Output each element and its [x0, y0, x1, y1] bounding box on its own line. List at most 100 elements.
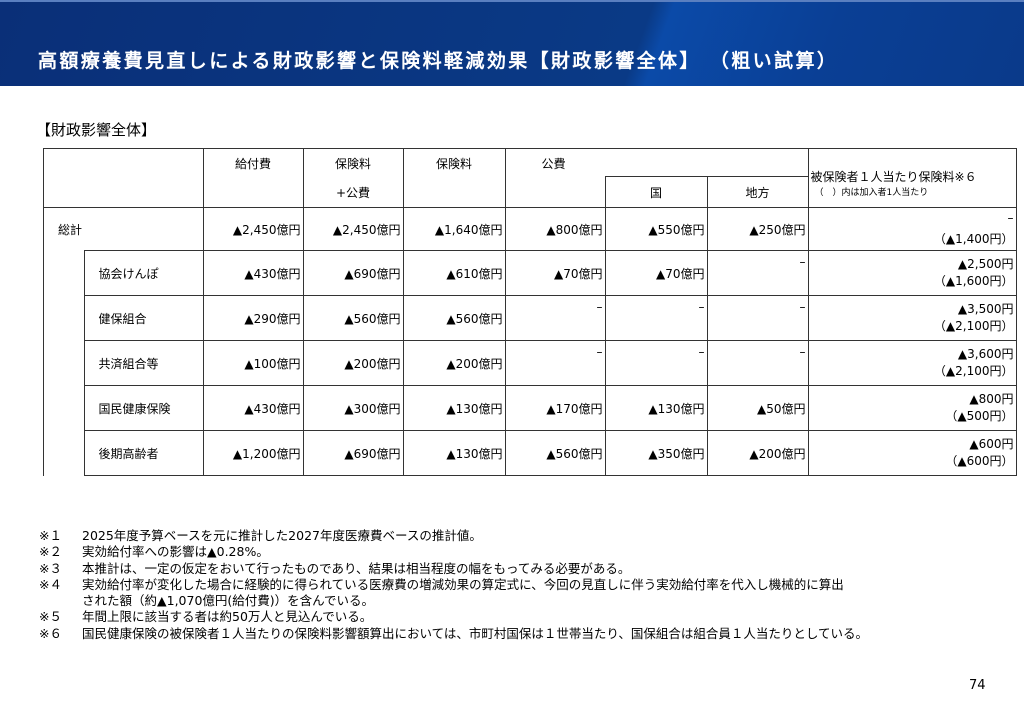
cell-kohi: ▲70億円: [504, 250, 606, 296]
cell-per-person: ▲3,500円 （▲2,100円）: [807, 295, 1017, 341]
per-insured: ▲2,500円: [957, 257, 1014, 271]
header-note: （ ）内は加入者1人当たり: [814, 188, 929, 198]
per-member: （▲1,600円）: [933, 274, 1014, 288]
table-row: 国民健康保険 ▲430億円 ▲300億円 ▲130億円 ▲170億円 ▲130億円 ▲50億…: [43, 385, 1017, 431]
footnote-text: 実効給付率への影響は▲0.28%。: [82, 544, 269, 560]
cell-hokenryo-kohi: ▲200億円: [302, 340, 404, 386]
cell-per-person: – （▲1,400円）: [807, 207, 1017, 251]
table-row: 共済組合等 ▲100億円 ▲200億円 ▲200億円 – – – ▲3,600円 （▲2,100…: [43, 340, 1017, 386]
footnote: ※６ 国民健康保険の被保険者１人当たりの保険料影響額算出においては、市町村国保は１…: [39, 626, 868, 642]
cell-chiho: ▲50億円: [706, 385, 809, 431]
cell-hokenryo-kohi: ▲2,450億円: [302, 207, 404, 251]
cell-per-person: ▲600円 （▲600円）: [807, 430, 1017, 476]
header-per-person: 被保険者１人当たり保険料※６ （ ）内は加入者1人当たり: [807, 148, 1017, 208]
per-insured: ▲800円: [969, 392, 1014, 406]
financial-impact-table: 給付費 保険料 +公費 保険料 公費 被保険者１人当たり保険料※６ （ ）内は加入者…: [43, 148, 1017, 476]
cell-kuni: –: [604, 295, 708, 341]
row-label-text: 総計: [58, 222, 83, 237]
header-kyufu: 給付費: [202, 148, 304, 208]
footnote-text: 実効給付率が変化した場合に経験的に得られている医療費の増減効果の算定式に、今回の…: [82, 576, 844, 592]
cell-kohi: ▲560億円: [504, 430, 606, 476]
row-label: 健保組合: [83, 295, 204, 341]
cell-kyufu: ▲1,200億円: [202, 430, 304, 476]
cell-chiho: ▲200億円: [706, 430, 809, 476]
cell-hokenryo: ▲1,640億円: [402, 207, 506, 251]
footnote-text: 本推計は、一定の仮定をおいて行ったものであり、結果は相当程度の幅をもってみる必要…: [82, 560, 631, 576]
header-kuni: 国: [604, 176, 708, 208]
row-label-spacer: [84, 207, 204, 251]
footnote-text: された額（約▲1,070億円(給付費)）を含んでいる。: [82, 593, 375, 609]
cell-kohi: –: [504, 340, 606, 386]
footnotes: ※１ 2025年度予算ベースを元に推計した2027年度医療費ベースの推計値。 ※２…: [39, 528, 868, 642]
footnote: ※５ 年間上限に該当する者は約50万人と見込んでいる。: [39, 609, 868, 625]
cell-hokenryo: ▲130億円: [402, 385, 506, 431]
footnote: ※４ 実効給付率が変化した場合に経験的に得られている医療費の増減効果の算定式に、今…: [39, 577, 868, 610]
per-member: （▲2,100円）: [933, 364, 1014, 378]
cell-kyufu: ▲430億円: [202, 385, 304, 431]
per-insured: –: [1007, 211, 1014, 225]
cell-kyufu: ▲2,450億円: [202, 207, 304, 251]
per-insured: ▲3,600円: [957, 347, 1014, 361]
cell-kyufu: ▲290億円: [202, 295, 304, 341]
footnote-key: ※６: [39, 625, 62, 641]
cell-hokenryo: ▲560億円: [402, 295, 506, 341]
cell-hokenryo: ▲610億円: [402, 250, 506, 296]
title-banner: 高額療養費見直しによる財政影響と保険料軽減効果【財政影響全体】 （粗い試算）: [0, 0, 1024, 86]
indent-cell: [43, 430, 85, 476]
footnote-key: ※２: [39, 544, 62, 560]
table-row: 後期高齢者 ▲1,200億円 ▲690億円 ▲130億円 ▲560億円 ▲350億円 ▲20…: [43, 430, 1017, 476]
cell-hokenryo-kohi: ▲300億円: [302, 385, 404, 431]
cell-per-person: ▲3,600円 （▲2,100円）: [807, 340, 1017, 386]
per-member: （▲1,400円）: [933, 232, 1014, 246]
footnote-key: ※５: [39, 609, 62, 625]
header-hokenryo-kohi: 保険料 +公費: [302, 148, 404, 208]
cell-kyufu: ▲430億円: [202, 250, 304, 296]
header-text: 保険料: [335, 157, 372, 171]
cell-per-person: ▲2,500円 （▲1,600円）: [807, 250, 1017, 296]
cell-hokenryo-kohi: ▲690億円: [302, 250, 404, 296]
header-blank: [43, 148, 204, 208]
footnote-text: 年間上限に該当する者は約50万人と見込んでいる。: [82, 609, 373, 625]
indent-cell: [43, 295, 85, 341]
cell-kyufu: ▲100億円: [202, 340, 304, 386]
section-heading: 【財政影響全体】: [36, 121, 157, 139]
cell-kuni: ▲70億円: [604, 250, 708, 296]
header-text: 被保険者１人当たり保険料※６: [810, 170, 977, 184]
footnote-key: ※４: [39, 576, 62, 592]
per-member: （▲2,100円）: [933, 319, 1014, 333]
per-member: （▲500円）: [945, 409, 1014, 423]
slide-title: 高額療養費見直しによる財政影響と保険料軽減効果【財政影響全体】 （粗い試算）: [38, 50, 839, 72]
cell-kuni: –: [604, 340, 708, 386]
cell-hokenryo: ▲130億円: [402, 430, 506, 476]
table-row-total: 総計 ▲2,450億円 ▲2,450億円 ▲1,640億円 ▲800億円 ▲55…: [43, 207, 1017, 251]
footnote: ※２ 実効給付率への影響は▲0.28%。: [39, 544, 868, 560]
header-kohi-blank: [504, 176, 606, 208]
cell-chiho: –: [706, 250, 809, 296]
row-label: 後期高齢者: [83, 430, 204, 476]
cell-per-person: ▲800円 （▲500円）: [807, 385, 1017, 431]
indent-cell: [43, 340, 85, 386]
cell-kuni: ▲550億円: [604, 207, 708, 251]
cell-kohi: –: [504, 295, 606, 341]
footnote: ※３ 本推計は、一定の仮定をおいて行ったものであり、結果は相当程度の幅をもってみる…: [39, 561, 868, 577]
cell-chiho: ▲250億円: [706, 207, 809, 251]
per-insured: ▲600円: [969, 437, 1014, 451]
table-row: 健保組合 ▲290億円 ▲560億円 ▲560億円 – – – ▲3,500円 （▲2,100円…: [43, 295, 1017, 341]
cell-hokenryo-kohi: ▲560億円: [302, 295, 404, 341]
per-insured: ▲3,500円: [957, 302, 1014, 316]
cell-hokenryo: ▲200億円: [402, 340, 506, 386]
cell-kohi: ▲170億円: [504, 385, 606, 431]
indent-cell: [43, 250, 85, 296]
cell-kuni: ▲350億円: [604, 430, 708, 476]
row-label: 国民健康保険: [83, 385, 204, 431]
per-member: （▲600円）: [945, 454, 1014, 468]
footnote: ※１ 2025年度予算ベースを元に推計した2027年度医療費ベースの推計値。: [39, 528, 868, 544]
table-row: 協会けんぽ ▲430億円 ▲690億円 ▲610億円 ▲70億円 ▲70億円 – ▲2,500…: [43, 250, 1017, 296]
footnote-text: 2025年度予算ベースを元に推計した2027年度医療費ベースの推計値。: [82, 528, 482, 543]
header-hokenryo: 保険料: [402, 148, 506, 208]
cell-chiho: –: [706, 295, 809, 341]
footnote-text: 国民健康保険の被保険者１人当たりの保険料影響額算出においては、市町村国保は１世帯…: [82, 625, 869, 641]
cell-kohi: ▲800億円: [504, 207, 606, 251]
cell-chiho: –: [706, 340, 809, 386]
cell-kuni: ▲130億円: [604, 385, 708, 431]
